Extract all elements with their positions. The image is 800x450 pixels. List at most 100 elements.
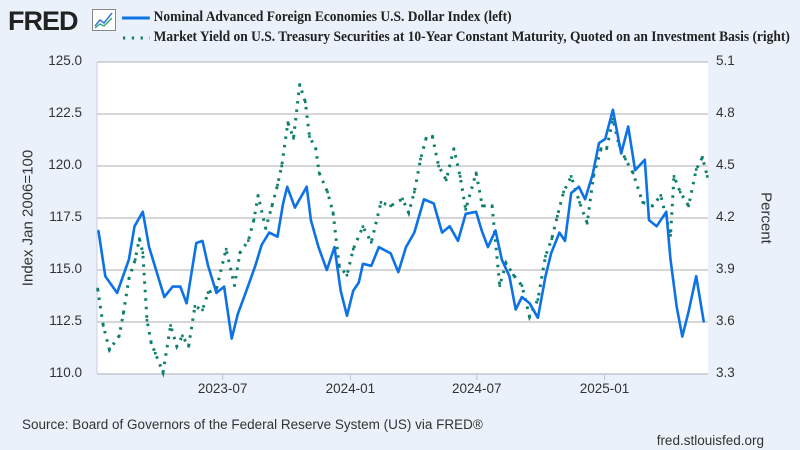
treasury-yield-point — [669, 234, 672, 237]
dollar-index-point — [644, 158, 646, 161]
treasury-yield-point — [512, 273, 515, 277]
dollar-index-point — [397, 271, 400, 273]
treasury-yield-point — [490, 204, 494, 208]
dollar-index-point — [648, 219, 650, 221]
treasury-yield-point — [369, 240, 373, 244]
dollar-index-point — [564, 240, 566, 242]
treasury-yield-point — [280, 164, 283, 168]
dollar-index-point — [326, 269, 328, 271]
treasury-yield-point — [331, 211, 335, 215]
treasury-yield-point — [678, 190, 682, 194]
treasury-yield-point — [599, 147, 603, 150]
treasury-yield-point — [149, 341, 153, 345]
y-left-tick-label: 112.5 — [49, 313, 82, 328]
legend-item-dollar-index: Nominal Advanced Foreign Economies U.S. … — [122, 9, 512, 26]
dollar-index-point — [584, 198, 586, 201]
dollar-index-point — [514, 308, 517, 311]
treasury-yield-point — [270, 204, 274, 208]
treasury-yield-point — [641, 201, 645, 204]
dollar-index-point — [201, 240, 204, 242]
dollar-index-point — [413, 231, 416, 234]
dollar-index-point — [317, 246, 320, 248]
dollar-index-point — [128, 258, 130, 261]
dollar-index-point — [163, 296, 166, 298]
dollar-index-point — [155, 271, 158, 273]
dollar-index-point — [179, 285, 182, 288]
treasury-yield-point — [444, 178, 448, 182]
dollar-index-point — [346, 314, 348, 317]
treasury-yield-point — [206, 291, 210, 294]
dollar-index-point — [598, 142, 600, 144]
treasury-yield-point — [351, 247, 355, 251]
fred-logo[interactable]: FRED — [8, 6, 78, 36]
treasury-yield-point — [424, 136, 428, 140]
dollar-index-point — [339, 290, 342, 292]
y-right-tick-label: 4.5 — [716, 157, 735, 172]
treasury-yield-point — [556, 214, 559, 218]
dollar-index-point — [362, 262, 364, 265]
y-axis-right-label: Percent — [757, 192, 775, 244]
treasury-yield-point — [379, 201, 383, 204]
treasury-yield-point — [474, 171, 478, 175]
y-left-tick-label: 125.0 — [48, 53, 82, 68]
treasury-yield-point — [481, 204, 484, 208]
dollar-index-point — [550, 252, 552, 255]
treasury-yield-point — [464, 208, 467, 211]
treasury-yield-point — [437, 164, 440, 168]
treasury-yield-point — [276, 183, 279, 187]
y-left-tick-label: 122.5 — [48, 105, 82, 120]
dollar-index-point — [494, 229, 497, 232]
treasury-yield-point — [201, 308, 204, 312]
dollar-index-point — [669, 258, 672, 261]
y-left-tick-label: 120.0 — [48, 157, 82, 172]
dollar-index-point — [432, 202, 435, 205]
dollar-index-point — [378, 246, 380, 248]
dollar-index-point — [464, 213, 467, 215]
treasury-yield-point — [181, 334, 184, 338]
dollar-index-point — [148, 246, 150, 248]
y-right-tick-label: 3.9 — [716, 261, 735, 276]
dollar-index-point — [695, 275, 697, 278]
dollar-index-point — [528, 302, 531, 305]
treasury-yield-point — [413, 190, 416, 194]
dollar-index-point — [521, 296, 523, 298]
treasury-yield-point — [544, 254, 547, 258]
treasury-yield-point — [145, 318, 149, 322]
treasury-yield-point — [694, 168, 698, 171]
site-link[interactable]: fred.stlouisfed.org — [656, 433, 764, 448]
dollar-index-point — [681, 335, 684, 338]
dollar-index-point — [457, 240, 459, 242]
dollar-index-point — [558, 231, 561, 234]
treasury-yield-point — [264, 227, 268, 230]
treasury-yield-point — [286, 121, 290, 124]
treasury-yield-point — [401, 197, 404, 201]
legend-label: Market Yield on U.S. Treasury Securities… — [153, 29, 790, 45]
treasury-yield-point — [498, 284, 502, 287]
treasury-yield-point — [224, 247, 228, 251]
legend-solid-line-icon — [122, 16, 150, 20]
treasury-yield-point — [303, 100, 307, 104]
treasury-yield-point — [458, 175, 462, 178]
treasury-yield-point — [138, 237, 141, 241]
treasury-yield-point — [154, 351, 157, 355]
dollar-index-point — [703, 321, 705, 323]
treasury-yield-point — [101, 324, 105, 327]
treasury-yield-point — [238, 251, 242, 254]
dollar-index-point — [370, 265, 373, 267]
dollar-index-point — [687, 310, 690, 313]
dollar-index-point — [423, 198, 425, 201]
treasury-yield-point — [247, 239, 250, 242]
dollar-index-point — [282, 202, 284, 205]
dollar-index-point — [441, 231, 443, 234]
treasury-yield-point — [117, 334, 121, 338]
y-right-tick-label: 5.1 — [716, 53, 735, 68]
treasury-yield-point — [520, 284, 524, 287]
x-tick-label: 2024-01 — [325, 381, 376, 396]
dollar-index-point — [544, 275, 547, 278]
treasury-yield-point — [133, 258, 137, 261]
dollar-index-point — [310, 219, 312, 221]
dollar-index-point — [116, 292, 118, 294]
y-axis-left-label: Index Jan 2006=100 — [19, 149, 37, 287]
dollar-index-point — [195, 242, 198, 244]
treasury-yield-point — [326, 190, 329, 194]
